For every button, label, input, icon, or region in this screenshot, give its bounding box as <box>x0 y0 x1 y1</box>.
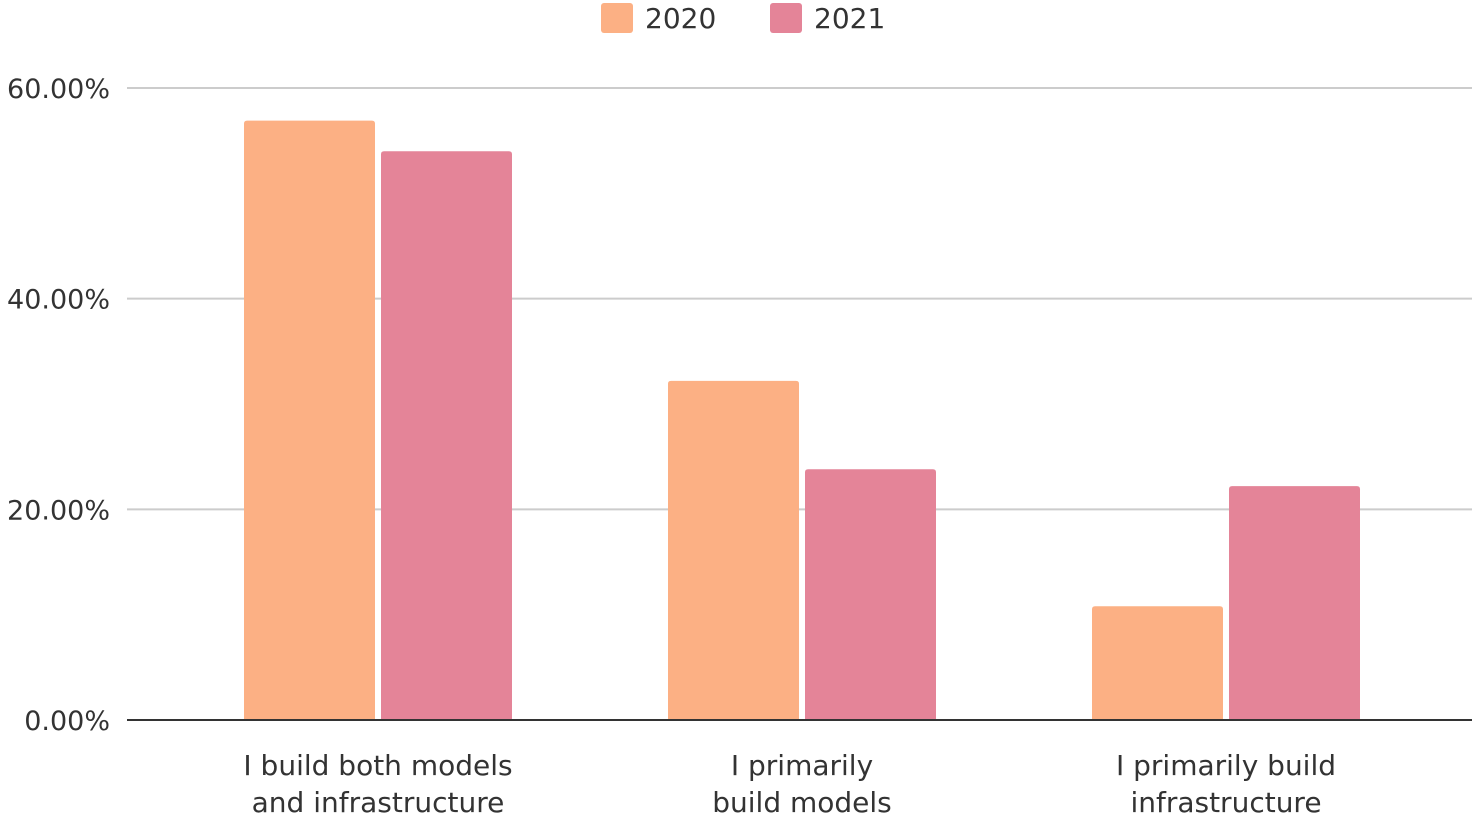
y-tick-label: 60.00% <box>7 74 110 105</box>
x-category-label: I primarily <box>731 749 873 782</box>
bar-2021-cat-2 <box>1229 486 1360 720</box>
bars <box>244 120 1360 721</box>
bar-2020-cat-0 <box>244 120 375 721</box>
x-category-label: and infrastructure <box>252 786 505 819</box>
x-category-label: I build both models <box>243 749 512 782</box>
legend: 2020 2021 <box>601 2 885 35</box>
x-category-label: build models <box>712 786 892 819</box>
bar-2021-cat-0 <box>381 151 512 720</box>
legend-label: 2021 <box>814 2 885 35</box>
y-axis-ticks: 0.00% 20.00% 40.00% 60.00% <box>7 74 110 737</box>
x-category-label: I primarily build <box>1116 749 1336 782</box>
legend-swatch-2021 <box>770 3 802 33</box>
bar-2020-cat-2 <box>1092 606 1223 720</box>
legend-label: 2020 <box>645 2 716 35</box>
y-tick-label: 20.00% <box>7 495 110 526</box>
bar-2021-cat-1 <box>805 469 936 720</box>
x-axis-categories: I build both models and infrastructure I p… <box>243 749 1336 819</box>
legend-swatch-2020 <box>601 3 633 33</box>
y-tick-label: 40.00% <box>7 285 110 316</box>
x-category-label: infrastructure <box>1130 786 1321 819</box>
bar-2020-cat-1 <box>668 380 799 720</box>
y-tick-label: 0.00% <box>24 706 110 737</box>
